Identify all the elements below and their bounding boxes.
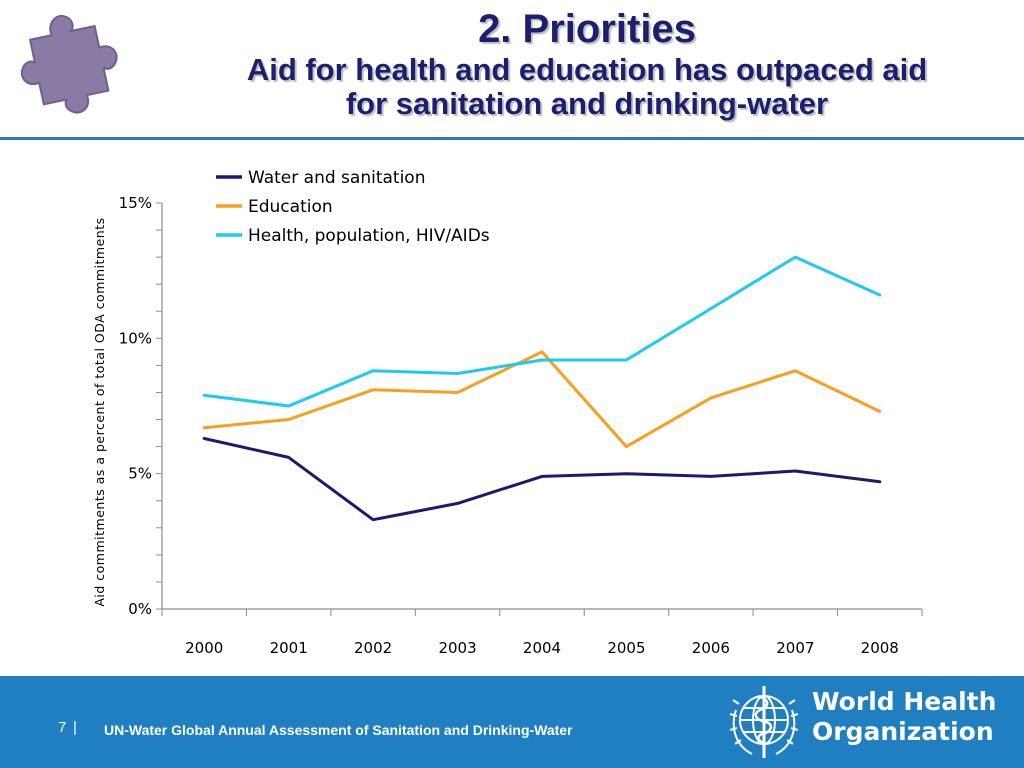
legend-label-1: Education (248, 197, 333, 217)
x-tick-label: 2008 (861, 639, 899, 657)
who-name-line1: World Health (812, 687, 997, 716)
x-tick-label: 2002 (354, 639, 392, 657)
footer-bar: 7 | UN-Water Global Annual Assessment of… (0, 676, 1024, 768)
puzzle-piece-icon (20, 14, 118, 114)
x-tick-label: 2006 (692, 639, 730, 657)
page-title: 2. Priorities (478, 7, 696, 51)
series-line-2 (202, 255, 882, 408)
series-line-0 (202, 437, 882, 522)
legend-label-2: Health, population, HIV/AIDs (248, 226, 490, 246)
title-divider (0, 137, 1024, 140)
footer-text: UN-Water Global Annual Assessment of San… (104, 722, 573, 738)
line-chart: 0% 5% 10% 15% 2000 2001 2002 2003 2004 2005 2006 20… (92, 168, 923, 657)
who-name-line2: Organization (812, 717, 994, 746)
page-separator: | (73, 719, 77, 736)
page-number: 7 (58, 719, 67, 736)
who-name: World Health Organization (812, 687, 996, 747)
y-tick-label: 0% (128, 600, 152, 618)
x-tick-label: 2005 (607, 639, 645, 657)
y-tick-label: 5% (128, 465, 152, 483)
y-axis-label: Aid commitments as a percent of total OD… (92, 217, 107, 606)
x-tick-label: 2004 (523, 639, 561, 657)
y-tick-label: 10% (119, 329, 152, 347)
title-block: 2. Priorities Aid for health and educati… (150, 6, 1024, 120)
x-tick-label: 2001 (270, 639, 308, 657)
who-emblem-icon (729, 686, 799, 758)
legend-label-0: Water and sanitation (248, 168, 425, 188)
x-tick-label: 2000 (185, 639, 223, 657)
page-subtitle-line2: for sanitation and drinking-water (345, 86, 829, 121)
x-tick-label: 2007 (776, 639, 814, 657)
page-subtitle-line1: Aid for health and education has outpace… (246, 52, 928, 87)
y-tick-label: 15% (119, 194, 152, 212)
x-tick-label: 2003 (438, 639, 476, 657)
series-line-1 (202, 350, 882, 449)
